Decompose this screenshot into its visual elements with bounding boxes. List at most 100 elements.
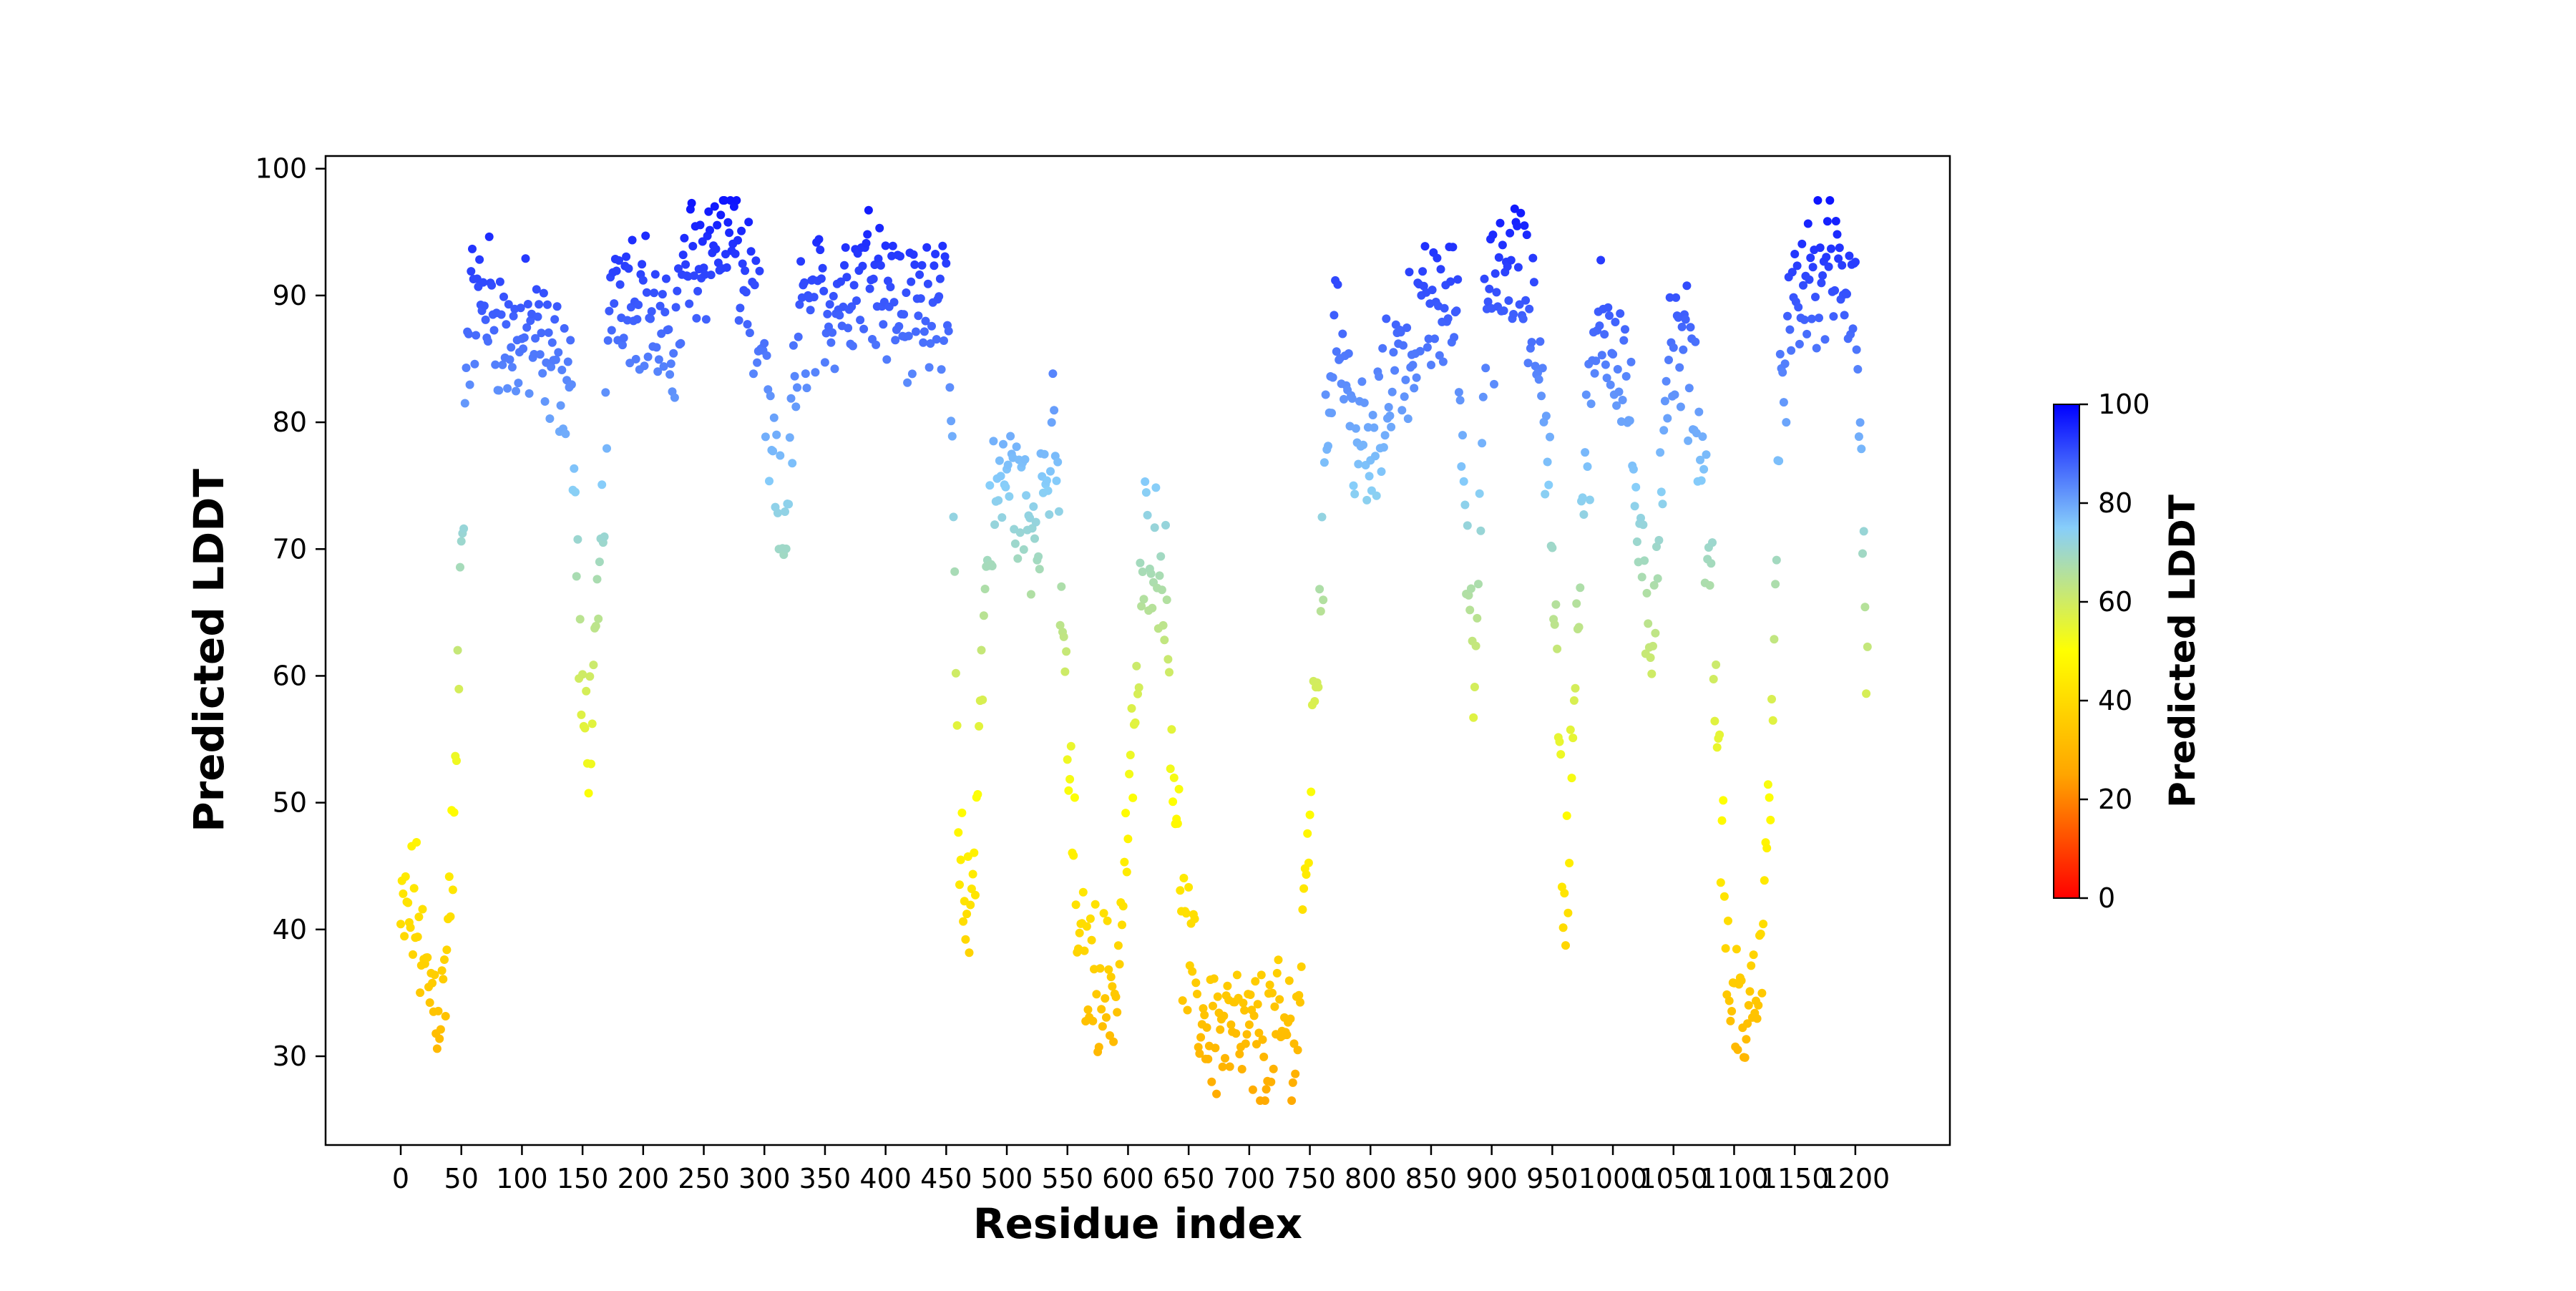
data-point [1141, 488, 1151, 497]
data-point [1048, 369, 1058, 379]
data-point [1795, 339, 1804, 349]
data-point [412, 838, 421, 847]
data-point [830, 364, 839, 374]
colorbar-tick-label: 60 [2098, 586, 2132, 618]
data-point [1724, 996, 1734, 1005]
data-point [720, 196, 729, 205]
colorbar [2053, 404, 2080, 899]
data-point [1371, 452, 1380, 461]
data-point [1862, 689, 1871, 698]
data-point [1262, 1085, 1271, 1094]
data-point [1696, 455, 1704, 464]
data-point [1471, 641, 1480, 651]
data-point [652, 343, 661, 352]
data-point [743, 320, 752, 329]
data-point [1694, 407, 1704, 416]
data-point [859, 324, 869, 333]
x-tick-label: 850 [1405, 1163, 1458, 1194]
data-point [979, 611, 988, 620]
data-point [401, 872, 410, 881]
data-point [640, 361, 649, 371]
data-point [1506, 255, 1516, 265]
data-point [1631, 482, 1641, 492]
data-point [1609, 350, 1618, 359]
data-point [1567, 774, 1576, 783]
data-point [1202, 1023, 1211, 1032]
data-point [1020, 455, 1030, 464]
data-point [1757, 988, 1767, 998]
data-point [1022, 491, 1031, 500]
data-point [1812, 344, 1821, 353]
data-point [1802, 329, 1812, 338]
y-axis-ticks: 30 40 50 60 70 80 90 100 [255, 153, 326, 1072]
data-point [1333, 280, 1342, 289]
data-point [876, 260, 885, 270]
data-point [1785, 325, 1795, 334]
data-point [573, 535, 582, 544]
data-point [1083, 1005, 1093, 1014]
data-point [1223, 981, 1232, 990]
data-point [690, 271, 698, 281]
data-point [1476, 526, 1485, 535]
data-point [1560, 889, 1569, 898]
x-tick-label: 1150 [1760, 1163, 1830, 1194]
x-tick-label: 200 [618, 1163, 670, 1194]
data-point [1676, 402, 1685, 411]
data-point [1042, 476, 1051, 485]
data-point [1360, 398, 1369, 407]
data-point [1324, 442, 1332, 451]
data-point [809, 293, 819, 302]
data-point [1340, 394, 1348, 404]
data-point [582, 686, 591, 696]
data-point [1782, 418, 1791, 427]
data-point [869, 274, 878, 283]
data-point [1506, 228, 1515, 238]
data-point [1726, 1016, 1735, 1026]
data-point [1423, 343, 1432, 352]
data-point [1815, 243, 1825, 253]
data-point [829, 291, 838, 301]
x-tick-label: 400 [859, 1163, 912, 1194]
data-point [530, 350, 539, 359]
data-point [423, 953, 432, 962]
data-point [1813, 196, 1823, 205]
data-point [538, 369, 547, 378]
data-point [1006, 432, 1015, 441]
data-point [864, 205, 873, 215]
data-point [1457, 462, 1466, 471]
data-point [1558, 923, 1568, 932]
data-point [1372, 491, 1381, 500]
data-point [1859, 527, 1868, 536]
data-point [1126, 751, 1135, 759]
data-point [1536, 337, 1545, 346]
data-point [475, 255, 484, 264]
data-point [1139, 595, 1148, 604]
data-point [484, 337, 492, 346]
data-point [968, 869, 977, 879]
data-point [966, 900, 975, 910]
data-point [1408, 361, 1418, 370]
data-point [1679, 345, 1688, 354]
data-point [1653, 574, 1662, 583]
data-point [1226, 1020, 1236, 1029]
data-point [1156, 552, 1166, 561]
x-tick-label: 950 [1526, 1163, 1579, 1194]
data-point [1327, 409, 1336, 418]
data-point [1659, 426, 1669, 435]
data-point [836, 277, 845, 286]
data-point [987, 562, 997, 570]
data-point [523, 300, 532, 308]
data-point [1268, 988, 1277, 998]
data-point [1246, 990, 1255, 999]
data-point [1286, 1014, 1295, 1023]
data-point [1625, 416, 1634, 425]
data-point [578, 670, 587, 679]
colorbar-tick-label: 100 [2098, 389, 2150, 420]
data-point [1314, 683, 1323, 692]
data-point [741, 266, 750, 276]
data-point [856, 316, 865, 325]
data-point [1120, 857, 1129, 867]
data-point [879, 320, 888, 329]
data-point [795, 300, 804, 309]
data-point [1368, 411, 1377, 419]
